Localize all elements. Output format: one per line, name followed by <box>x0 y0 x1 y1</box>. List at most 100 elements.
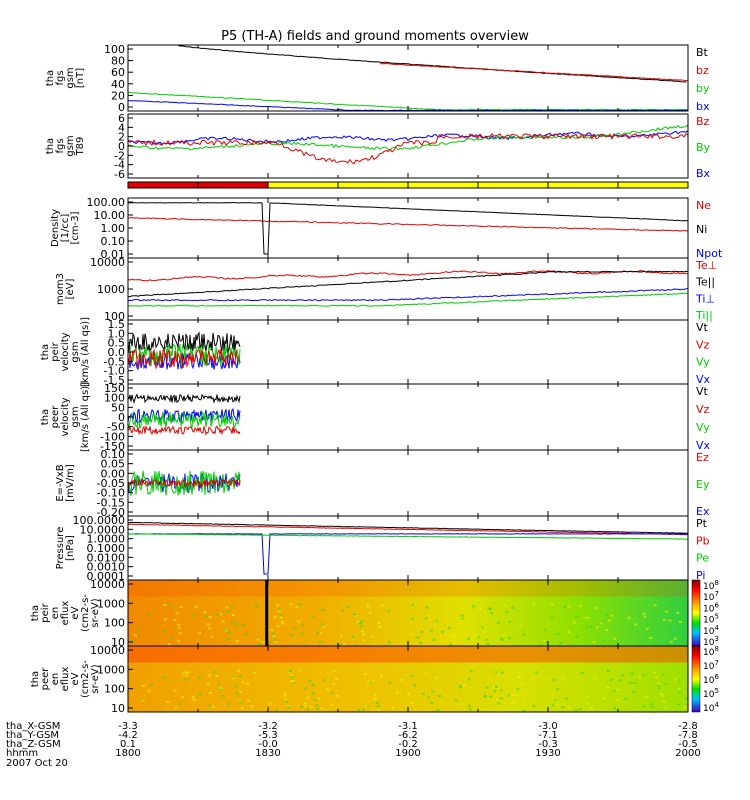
y-tick-label: -100 <box>100 430 125 443</box>
spectrogram-speck <box>194 605 198 608</box>
spectrogram-speck <box>353 615 357 618</box>
spectrogram-speck <box>333 669 337 672</box>
spectrogram-speck <box>683 706 687 709</box>
y-tick-label: 100 <box>104 43 125 56</box>
legend-bx: bx <box>696 100 710 113</box>
vt-line <box>127 393 241 405</box>
y-axis-label: Pressure <box>55 527 66 570</box>
spectrogram-speck <box>512 701 516 704</box>
y-axis-label: tha <box>30 671 41 687</box>
spectrogram-speck <box>386 610 390 613</box>
y-tick-label: 60 <box>111 66 125 79</box>
spectrogram-speck <box>300 624 304 627</box>
spectrogram-speck <box>281 622 285 625</box>
spectrogram-speck <box>330 691 334 694</box>
spectrogram-speck <box>323 679 327 682</box>
spectrogram-speck <box>430 701 434 704</box>
spectrogram-speck <box>610 614 614 617</box>
data-gap-stripe <box>265 580 269 646</box>
y-axis-label: [cm-3] <box>70 211 81 244</box>
spectrogram-speck <box>282 692 286 695</box>
spectrogram-speck <box>497 702 501 705</box>
spectrogram-speck <box>311 692 315 695</box>
spectrogram-speck <box>265 707 269 710</box>
spectrogram-speck <box>483 707 487 710</box>
spectrogram-speck <box>361 708 365 711</box>
spectrogram-speck <box>380 604 384 607</box>
y-tick-label: 50 <box>111 401 125 414</box>
date-label: 2007 Oct 20 <box>6 758 68 769</box>
spectrogram-speck <box>485 686 489 689</box>
spectrogram-speck <box>678 679 682 682</box>
spectrogram-speck <box>502 634 506 637</box>
spectrogram-speck <box>273 639 277 642</box>
spectrogram-speck <box>462 684 466 687</box>
spectrogram-speck <box>289 674 293 677</box>
spectrogram-speck <box>366 603 370 606</box>
spectrogram-speck <box>361 639 365 642</box>
spectrogram-speck <box>256 638 260 641</box>
spectrogram-speck <box>644 620 648 623</box>
spectrogram-speck <box>607 619 611 622</box>
spectrogram-speck <box>649 703 653 706</box>
spectrogram-speck <box>574 708 578 711</box>
spectrogram-speck <box>650 706 654 709</box>
spectrogram-speck <box>470 687 474 690</box>
y-axis-label: tha <box>45 70 56 86</box>
spectrogram-speck <box>664 682 668 685</box>
spectrogram-speck <box>316 707 320 710</box>
y-tick-label: 10 <box>111 636 125 649</box>
spectrogram-speck <box>679 637 683 640</box>
spectrogram-speck <box>499 697 503 700</box>
y-tick-label: 0.0 <box>108 346 126 359</box>
spectrogram-speck <box>270 628 274 631</box>
spectrogram-speck <box>211 705 215 708</box>
spectrogram-speck <box>233 685 237 688</box>
spectrogram-speck <box>486 642 490 645</box>
spectrogram-speck <box>238 701 242 704</box>
spectrogram-speck <box>613 707 617 710</box>
spectrogram-speck <box>273 616 277 619</box>
spectrogram-speck <box>306 708 310 711</box>
spectrogram-speck <box>561 706 565 709</box>
spectrogram-speck <box>283 694 287 697</box>
y-axis-label: eV <box>70 606 81 619</box>
spectrogram-speck <box>250 705 254 708</box>
spectrogram-speck <box>191 695 195 698</box>
spectrogram-speck <box>285 700 289 703</box>
spectrogram-speck <box>363 673 367 676</box>
spectrogram-speck <box>657 687 661 690</box>
spectrogram-speck <box>221 695 225 698</box>
y-tick-label: 0.0100 <box>87 551 126 564</box>
spectrogram-speck <box>450 634 454 637</box>
spectrogram-speck <box>238 675 242 678</box>
spectrogram-speck <box>634 623 638 626</box>
panel-1-frame <box>127 44 689 112</box>
spectrogram-speck <box>290 676 294 679</box>
legend-pe: Pe <box>696 552 709 565</box>
spectrogram-speck <box>377 708 381 711</box>
spectrogram-speck <box>177 627 181 630</box>
y-axis-label: gsm <box>65 67 76 88</box>
spectrogram-speck <box>178 631 182 634</box>
spectrogram-speck <box>550 603 554 606</box>
y-axis-label: [nT] <box>75 68 86 88</box>
spectrogram-speck <box>133 634 137 637</box>
spectrogram-speck <box>378 625 382 628</box>
position-value: -6.2 <box>398 730 418 741</box>
spectrogram-speck <box>467 705 471 708</box>
spectrogram-speck <box>203 611 207 614</box>
bz-line <box>380 62 689 82</box>
spectrogram-speck <box>666 644 670 647</box>
spectrogram-speck <box>208 691 212 694</box>
spectrogram-speck <box>351 635 355 638</box>
spectrogram-speck <box>357 708 361 711</box>
spectrogram-1 <box>128 580 688 646</box>
spectrogram-speck <box>589 626 593 629</box>
spectrogram-speck <box>147 689 151 692</box>
spectrogram-speck <box>669 640 673 643</box>
spectrogram-speck <box>288 670 292 673</box>
spectrogram-speck <box>358 622 362 625</box>
spectrogram-speck <box>599 622 603 625</box>
spectrogram-speck <box>210 635 214 638</box>
